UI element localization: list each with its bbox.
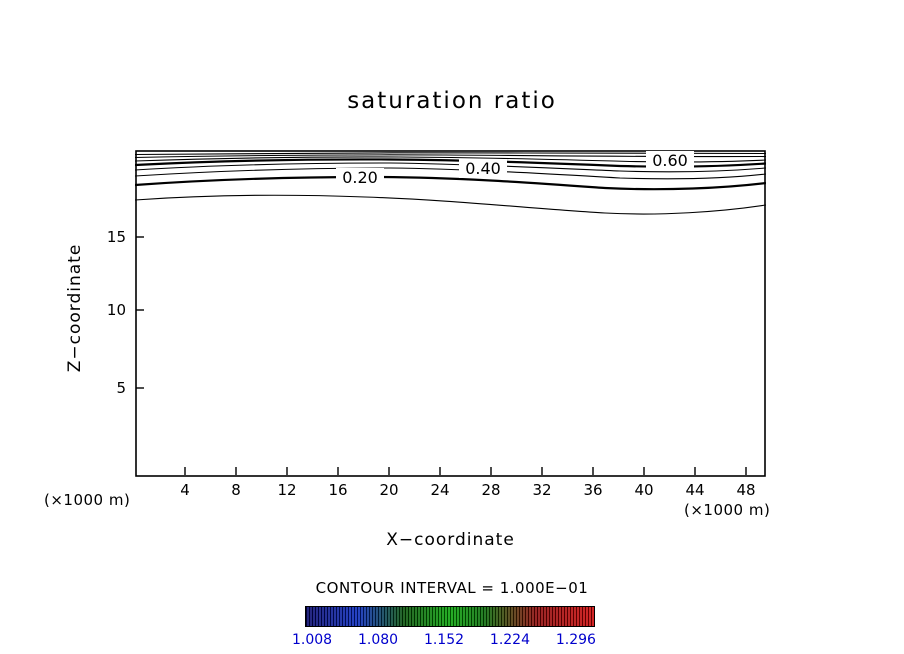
x-tick-label: 32 [532,481,552,499]
z-axis-label: Z−coordinate [65,243,85,373]
contour-level-label: 0.60 [646,151,694,170]
colorbar [305,606,595,627]
colorbar-tick-label: 1.296 [555,632,596,648]
colorbar-tick-label: 1.008 [292,632,333,648]
contour-interval-text: CONTOUR INTERVAL = 1.000E−01 [315,579,589,597]
contour-level-label: 0.40 [459,159,507,178]
contour-plot-canvas [135,150,766,477]
colorbar-tick-label: 1.080 [357,632,399,648]
x-tick-label: 48 [736,481,756,499]
chart-title: saturation ratio [347,88,557,114]
x-tick-label: 28 [481,481,501,499]
contour-line [135,194,766,215]
x-unit-label-left: (×1000 m) [44,491,131,509]
z-tick-label: 10 [106,301,126,319]
x-tick-label: 24 [430,481,450,499]
contour-level-label: 0.20 [336,168,384,187]
colorbar-labels: 1.008 1.080 1.152 1.224 1.296 [292,632,596,648]
x-tick-label: 12 [277,481,297,499]
x-tick-label: 4 [180,481,190,499]
x-unit-label-right: (×1000 m) [684,501,771,519]
axis-box [135,150,766,477]
x-tick-label: 44 [685,481,705,499]
contour-line-thick [135,175,766,191]
x-tick-label: 20 [379,481,399,499]
z-tick-label: 15 [106,228,126,246]
x-tick-label: 8 [231,481,241,499]
colorbar-tick-label: 1.152 [423,632,465,648]
x-tick-label: 40 [634,481,654,499]
z-tick-label: 5 [116,379,126,397]
x-tick-label: 36 [583,481,603,499]
x-tick-label: 16 [328,481,348,499]
axis-ticks [136,236,747,475]
colorbar-tick-label: 1.224 [489,632,530,648]
x-axis-label: X−coordinate [386,530,515,550]
